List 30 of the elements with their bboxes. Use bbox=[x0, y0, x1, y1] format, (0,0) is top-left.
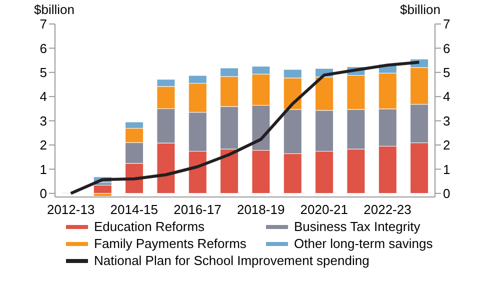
y2-tick-label: 6 bbox=[443, 40, 450, 56]
y2-axis-title: $billion bbox=[400, 2, 440, 17]
y2-tick-label: 4 bbox=[443, 89, 450, 104]
y2-tick-label: 1 bbox=[443, 162, 450, 177]
y2-tick-label: 2 bbox=[443, 138, 450, 153]
y-axis-title: $billion bbox=[34, 2, 74, 17]
x-tick-label: 2020-21 bbox=[300, 202, 348, 218]
y-tick-label: 7 bbox=[40, 16, 47, 32]
y2-tick-label: 7 bbox=[443, 16, 450, 32]
line-series bbox=[69, 60, 421, 195]
x-tick-label: 2022-23 bbox=[364, 202, 412, 218]
legend-label: Other long-term savings bbox=[293, 236, 434, 251]
y-tick-label: 2 bbox=[40, 138, 47, 153]
x-tick-label: 2018-19 bbox=[236, 202, 285, 218]
legend-label: Education Reforms bbox=[93, 219, 206, 234]
x-tick-label: 2014-15 bbox=[110, 202, 158, 218]
y-tick-label: 4 bbox=[40, 89, 47, 104]
legend-label: National Plan for School Improvement spending bbox=[93, 253, 370, 268]
y-tick-label: 5 bbox=[40, 65, 47, 80]
y-tick-label: 1 bbox=[40, 162, 47, 177]
y-tick-label: 6 bbox=[40, 40, 47, 56]
y-tick-label: 0 bbox=[40, 186, 47, 201]
x-tick-label: 2016-17 bbox=[174, 202, 222, 218]
y2-tick-label: 0 bbox=[443, 186, 450, 201]
legend-label: Family Payments Reforms bbox=[93, 236, 248, 251]
x-tick-label: 2012-13 bbox=[46, 202, 95, 218]
y2-tick-label: 5 bbox=[443, 65, 450, 80]
y-tick-label: 3 bbox=[40, 113, 47, 128]
y2-tick-label: 3 bbox=[443, 113, 450, 128]
legend-label: Business Tax Integrity bbox=[293, 219, 422, 234]
